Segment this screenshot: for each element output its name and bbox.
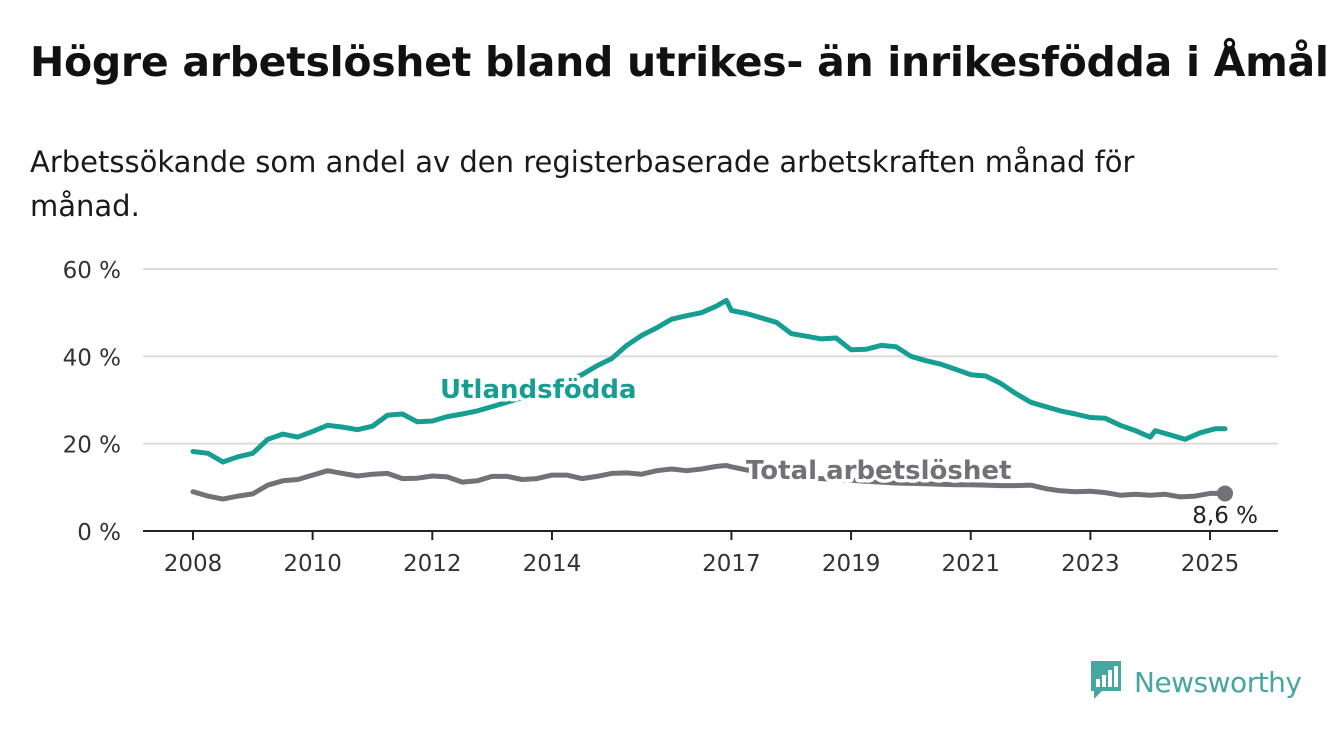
brand-name: Newsworthy <box>1134 665 1302 699</box>
y-tick-label: 20 % <box>63 433 121 459</box>
x-tick-label: 2014 <box>523 551 582 577</box>
chart-subtitle: Arbetssökande som andel av den registerb… <box>30 145 1135 223</box>
series-label-utlandsfodda: Utlandsfödda <box>440 375 637 405</box>
chart-title: Högre arbetslöshet bland utrikes- än inr… <box>30 38 1329 86</box>
y-tick-label: 0 % <box>77 520 121 546</box>
total-arbetsloshet-line <box>190 463 1228 502</box>
newsworthy-logo-icon <box>1088 658 1124 706</box>
x-tick-label: 2010 <box>283 551 342 577</box>
newsworthy-brand[interactable]: Newsworthy <box>1088 658 1302 706</box>
x-tick-label: 2023 <box>1061 551 1120 577</box>
x-tick-label: 2017 <box>702 551 761 577</box>
x-tick-label: 2021 <box>941 551 1000 577</box>
y-tick-label: 60 % <box>63 258 121 284</box>
end-point-marker <box>1217 485 1233 502</box>
x-tick-label: 2019 <box>822 551 881 577</box>
y-tick-label: 40 % <box>63 345 121 371</box>
end-value-label: 8,6 % <box>1192 503 1258 529</box>
x-tick-label: 2008 <box>164 551 223 577</box>
utlandsfodda-line <box>190 297 1228 465</box>
x-tick-label: 2012 <box>403 551 462 577</box>
series-label-total: Total arbetslöshet <box>746 456 1011 486</box>
x-tick-label: 2025 <box>1181 551 1240 577</box>
